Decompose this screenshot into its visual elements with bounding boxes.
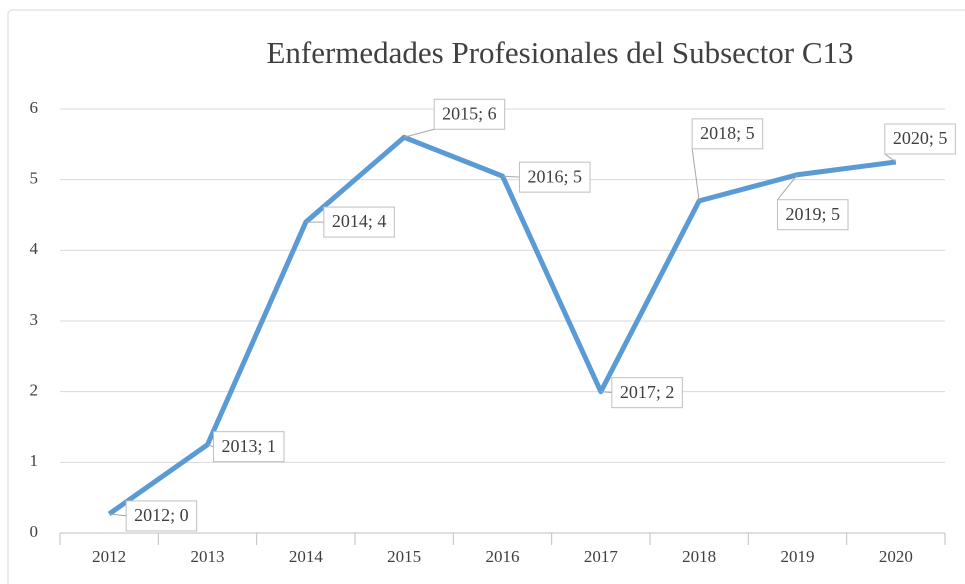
data-label-box	[213, 431, 285, 463]
x-tick-label: 2017	[584, 547, 619, 566]
x-tick-label: 2014	[289, 547, 324, 566]
data-label: 2012; 0	[134, 505, 189, 525]
y-tick-label: 5	[30, 169, 39, 188]
x-tick-label: 2018	[682, 547, 716, 566]
data-label-box	[777, 199, 849, 231]
label-connector	[777, 174, 798, 201]
x-tick-label: 2019	[781, 547, 815, 566]
label-connector	[109, 513, 127, 517]
data-label: 2016; 5	[528, 166, 583, 186]
x-tick-label: 2012	[92, 547, 126, 566]
y-tick-label: 1	[30, 451, 39, 470]
y-tick-label: 2	[30, 381, 39, 400]
data-label-box	[691, 118, 764, 150]
data-label-box	[519, 161, 591, 193]
data-label: 2019; 5	[786, 204, 841, 224]
x-tick-label: 2016	[486, 547, 520, 566]
data-label-box	[433, 98, 506, 130]
y-tick-label: 4	[30, 239, 39, 258]
data-label: 2018; 5	[700, 123, 755, 143]
chart-title: Enfermedades Profesionales del Subsector…	[266, 35, 853, 70]
data-label: 2020; 5	[893, 128, 948, 148]
data-label-box	[884, 123, 956, 155]
data-label-box	[125, 500, 198, 532]
data-label-box	[611, 377, 683, 409]
chart-border	[7, 9, 965, 584]
data-label: 2014; 4	[332, 211, 387, 231]
y-tick-label: 3	[30, 310, 39, 329]
data-label: 2015; 6	[442, 103, 497, 123]
data-label-box	[323, 206, 395, 238]
x-tick-label: 2015	[387, 547, 421, 566]
data-label: 2013; 1	[222, 436, 277, 456]
label-connector	[600, 391, 612, 394]
label-connector	[207, 444, 214, 448]
y-tick-label: 0	[30, 522, 39, 541]
label-connector	[691, 148, 700, 201]
x-tick-label: 2020	[879, 547, 913, 566]
label-connector	[884, 153, 897, 163]
line	[107, 134, 897, 516]
data-label: 2017; 2	[620, 382, 675, 402]
x-tick-label: 2013	[191, 547, 225, 566]
label-connector	[404, 128, 435, 138]
label-connector	[502, 175, 520, 178]
y-tick-label: 6	[30, 98, 39, 117]
